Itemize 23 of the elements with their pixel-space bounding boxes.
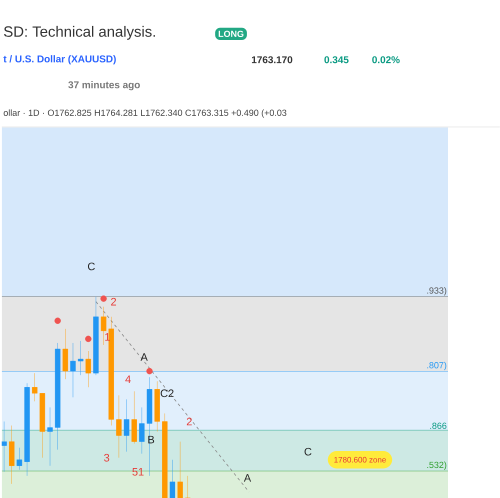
annotation: 2: [186, 418, 192, 426]
text: 0.345: [324, 56, 349, 64]
annotation: .866: [430, 422, 446, 429]
annotation: A: [140, 353, 148, 361]
annotation: 3: [104, 454, 110, 462]
annotation: 51: [132, 468, 144, 476]
chart-subtitle: ollar · 1D · O1762.825 H1764.281 L1762.340 C1763.315 +0.490 (+0.03: [4, 109, 286, 118]
text: .933): [427, 287, 446, 296]
text: C: [88, 262, 95, 270]
annotation: A: [244, 474, 252, 482]
annotation: .532): [427, 462, 446, 470]
annotation: 2: [111, 298, 116, 306]
chart-title: SD: Technical analysis.: [4, 26, 155, 40]
annotation: C: [304, 448, 312, 456]
text: 0.02%: [372, 56, 400, 64]
text: t / U.S. Dollar (XAUUSD): [3, 55, 116, 64]
text: 1763.170: [252, 56, 292, 64]
annotation: B: [148, 436, 154, 444]
text: LONG: [218, 30, 244, 38]
annotation: 4: [125, 375, 131, 383]
annotation: C2: [160, 389, 174, 398]
annotation: .807): [427, 362, 446, 370]
text: 37 minutes ago: [68, 81, 140, 90]
